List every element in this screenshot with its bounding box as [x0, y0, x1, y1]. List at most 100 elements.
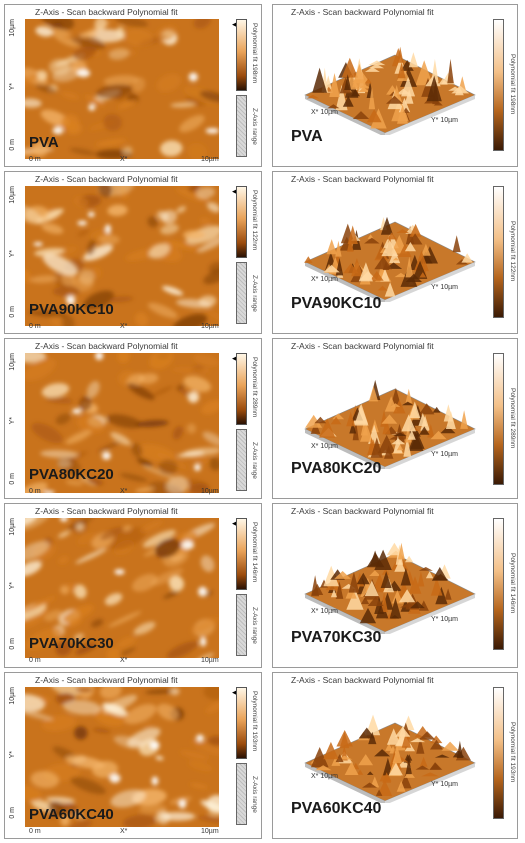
- z-range-label: Z-Axis range: [251, 107, 258, 145]
- height-map: [14, 511, 221, 663]
- afm-2d-panel-1: Z-Axis - Scan backward Polynomial fit 10…: [4, 4, 262, 167]
- colorbar: [236, 687, 247, 759]
- y-bottom-label: 0 m: [9, 473, 16, 485]
- colorbar-label: Polynomial fit 289nm: [251, 356, 258, 418]
- surface-3d-plot: [285, 25, 485, 140]
- y-axis-3d-label: Y* 10µm: [431, 781, 458, 788]
- z-range-box: [236, 763, 247, 825]
- panel-header: Z-Axis - Scan backward Polynomial fit: [35, 341, 178, 351]
- colorbar: [493, 19, 504, 151]
- y-bottom-label: 0 m: [9, 638, 16, 650]
- x-right-label: 10µm: [201, 156, 219, 163]
- colorbar: [493, 687, 504, 819]
- afm-3d-panel-1: Z-Axis - Scan backward Polynomial fit X*…: [272, 4, 518, 167]
- afm-3d-panel-2: Z-Axis - Scan backward Polynomial fit X*…: [272, 171, 518, 334]
- y-mid-label: Y*: [9, 751, 16, 759]
- x-right-label: 10µm: [201, 488, 219, 495]
- y-top-label: 10µm: [9, 687, 16, 705]
- z-range-label: Z-Axis range: [251, 274, 258, 312]
- panel-header: Z-Axis - Scan backward Polynomial fit: [35, 675, 178, 685]
- y-top-label: 10µm: [9, 518, 16, 536]
- afm-3d-panel-3: Z-Axis - Scan backward Polynomial fit X*…: [272, 338, 518, 499]
- sample-label: PVA70KC30: [291, 629, 382, 646]
- sample-label: PVA90KC10: [291, 295, 382, 312]
- sample-label: PVA70KC30: [29, 635, 114, 652]
- z-range-box: [236, 262, 247, 324]
- sample-label: PVA80KC20: [291, 460, 382, 477]
- triangle-marker-icon: ◀: [232, 353, 239, 364]
- colorbar-label: Polynomial fit 198nm: [251, 22, 258, 84]
- afm-3d-panel-4: Z-Axis - Scan backward Polynomial fit X*…: [272, 503, 518, 668]
- afm-2d-panel-5: Z-Axis - Scan backward Polynomial fit 10…: [4, 672, 262, 839]
- y-bottom-label: 0 m: [9, 807, 16, 819]
- colorbar: [493, 353, 504, 485]
- y-axis-3d-label: Y* 10µm: [431, 117, 458, 124]
- surface-3d-plot: [285, 192, 485, 307]
- x-axis-3d-label: X* 10µm: [311, 773, 338, 780]
- panel-header: Z-Axis - Scan backward Polynomial fit: [291, 7, 434, 17]
- panel-header: Z-Axis - Scan backward Polynomial fit: [35, 174, 178, 184]
- x-mid-label: X*: [120, 323, 128, 330]
- colorbar: [236, 186, 247, 258]
- sample-label: PVA: [291, 128, 323, 145]
- panel-header: Z-Axis - Scan backward Polynomial fit: [291, 174, 434, 184]
- height-map: [10, 348, 224, 498]
- z-range-label: Z-Axis range: [251, 606, 258, 644]
- x-axis-3d-label: X* 10µm: [311, 276, 338, 283]
- triangle-marker-icon: ◀: [232, 19, 239, 30]
- surface-3d-plot: [285, 359, 485, 474]
- y-mid-label: Y*: [9, 582, 16, 590]
- colorbar-label: Polynomial fit 289nm: [509, 387, 516, 449]
- x-axis-3d-label: X* 10µm: [311, 608, 338, 615]
- colorbar-label: Polynomial fit 122nm: [509, 220, 516, 282]
- x-mid-label: X*: [120, 828, 128, 835]
- y-axis-3d-label: Y* 10µm: [431, 616, 458, 623]
- colorbar-label: Polynomial fit 193nm: [251, 690, 258, 752]
- y-bottom-label: 0 m: [9, 306, 16, 318]
- colorbar-label: Polynomial fit 122nm: [251, 189, 258, 251]
- x-left-label: 0 m: [29, 323, 41, 330]
- x-axis-3d-label: X* 10µm: [311, 443, 338, 450]
- y-mid-label: Y*: [9, 250, 16, 258]
- colorbar: [493, 518, 504, 650]
- z-range-label: Z-Axis range: [251, 775, 258, 813]
- y-axis-3d-label: Y* 10µm: [431, 284, 458, 291]
- surface-3d-plot: [285, 524, 485, 639]
- x-left-label: 0 m: [29, 657, 41, 664]
- z-range-box: [236, 429, 247, 491]
- triangle-marker-icon: ◀: [232, 186, 239, 197]
- triangle-marker-icon: ◀: [232, 687, 239, 698]
- x-left-label: 0 m: [29, 156, 41, 163]
- surface-3d-plot: [285, 693, 485, 808]
- x-mid-label: X*: [120, 657, 128, 664]
- panel-header: Z-Axis - Scan backward Polynomial fit: [291, 506, 434, 516]
- colorbar: [236, 19, 247, 91]
- y-mid-label: Y*: [9, 417, 16, 425]
- afm-2d-panel-4: Z-Axis - Scan backward Polynomial fit 10…: [4, 503, 262, 668]
- y-top-label: 10µm: [9, 186, 16, 204]
- z-range-label: Z-Axis range: [251, 441, 258, 479]
- sample-label: PVA90KC10: [29, 301, 114, 318]
- x-left-label: 0 m: [29, 488, 41, 495]
- sample-label: PVA60KC40: [291, 800, 382, 817]
- y-top-label: 10µm: [9, 19, 16, 37]
- colorbar-label: Polynomial fit 193nm: [509, 721, 516, 783]
- x-mid-label: X*: [120, 156, 128, 163]
- x-axis-3d-label: X* 10µm: [311, 109, 338, 116]
- triangle-marker-icon: ◀: [232, 518, 239, 529]
- sample-label: PVA80KC20: [29, 466, 114, 483]
- x-left-label: 0 m: [29, 828, 41, 835]
- x-mid-label: X*: [120, 488, 128, 495]
- sample-label: PVA: [29, 134, 59, 151]
- afm-2d-panel-3: Z-Axis - Scan backward Polynomial fit 10…: [4, 338, 262, 499]
- colorbar-label: Polynomial fit 146nm: [509, 552, 516, 614]
- height-map: [11, 8, 228, 161]
- height-map: [11, 678, 231, 834]
- panel-header: Z-Axis - Scan backward Polynomial fit: [291, 675, 434, 685]
- colorbar: [236, 353, 247, 425]
- y-top-label: 10µm: [9, 353, 16, 371]
- y-mid-label: Y*: [9, 83, 16, 91]
- afm-2d-panel-2: Z-Axis - Scan backward Polynomial fit 10…: [4, 171, 262, 334]
- x-right-label: 10µm: [201, 657, 219, 664]
